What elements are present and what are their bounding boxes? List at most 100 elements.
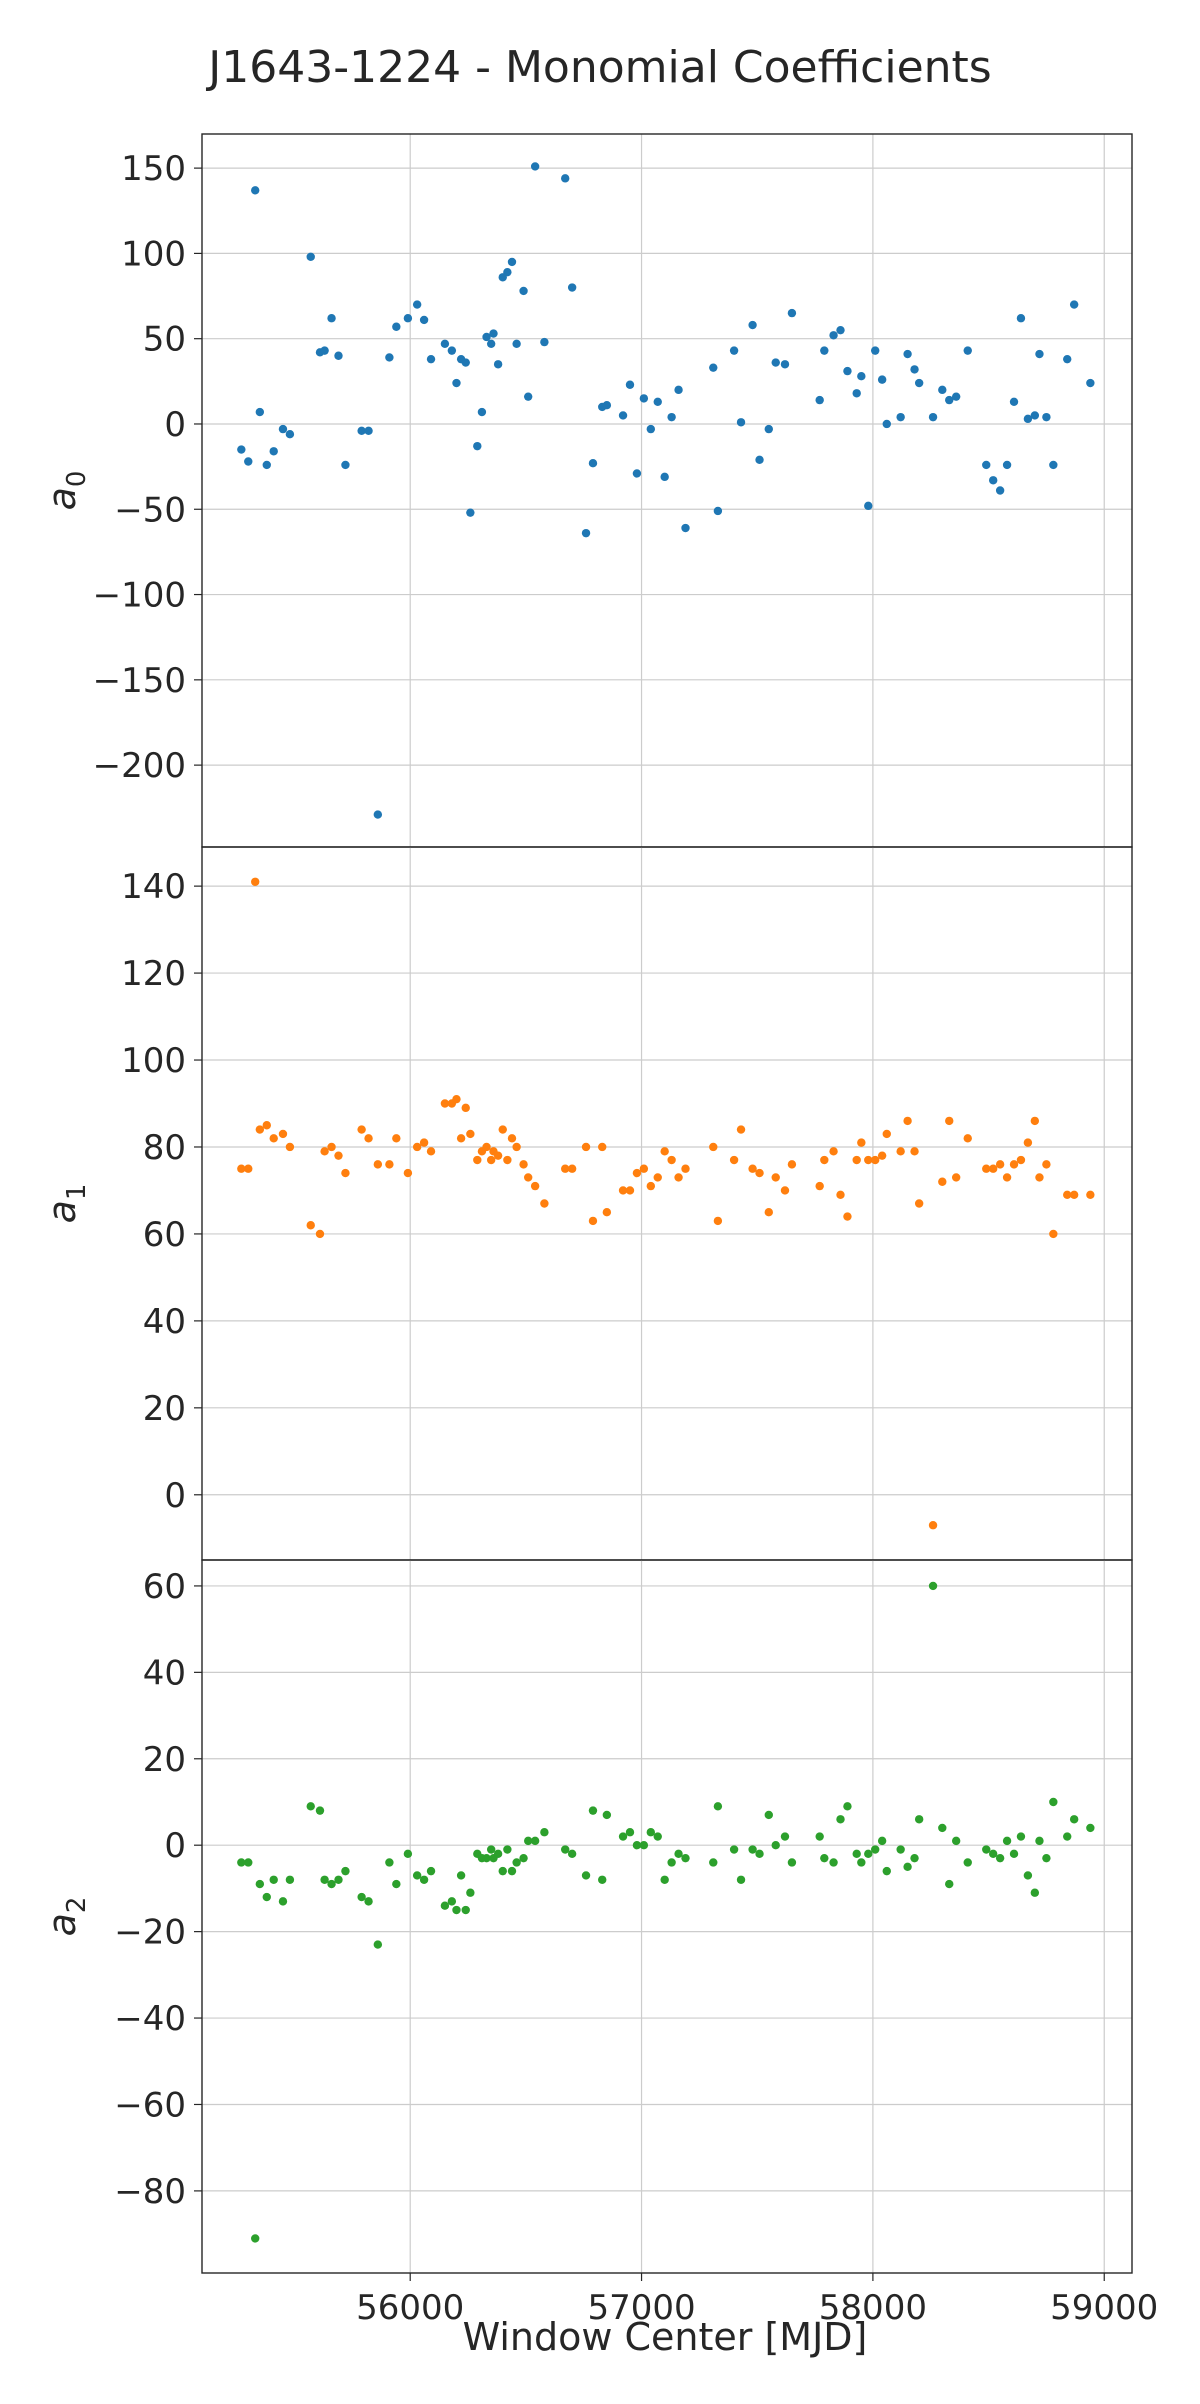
data-point [1016, 1155, 1026, 1165]
data-point [507, 1866, 517, 1876]
data-point [373, 810, 383, 819]
data-point [519, 1160, 528, 1169]
y-tick-label: 120 [121, 954, 186, 994]
data-point [1069, 1190, 1079, 1200]
data-point [843, 366, 852, 376]
data-point [877, 1151, 887, 1160]
data-point [461, 358, 470, 367]
data-point [729, 1845, 739, 1854]
data-point [602, 401, 612, 410]
data-point [561, 1845, 570, 1854]
data-point [306, 1221, 315, 1230]
data-point [871, 346, 880, 355]
data-point [771, 1841, 780, 1850]
data-point [882, 419, 891, 429]
data-point [255, 1879, 265, 1889]
data-point [588, 1806, 598, 1815]
data-point [748, 1164, 757, 1173]
data-point [447, 346, 457, 355]
data-point [452, 378, 461, 388]
data-point [871, 1845, 880, 1854]
data-point [852, 1849, 861, 1859]
data-point [771, 1173, 780, 1182]
data-point [489, 329, 498, 338]
y-tick-label: 40 [143, 1653, 186, 1693]
y-tick-label: −200 [93, 746, 186, 786]
data-point [674, 1849, 683, 1859]
data-point [667, 412, 676, 422]
y-tick-label: −20 [114, 1913, 186, 1953]
data-point [820, 1155, 829, 1165]
data-point [486, 339, 496, 349]
data-point [364, 426, 373, 435]
data-point [482, 1853, 491, 1863]
data-point [440, 1901, 450, 1910]
data-point [255, 1125, 265, 1134]
data-point [452, 1905, 461, 1915]
data-point [660, 1875, 669, 1884]
data-point [632, 1168, 642, 1178]
data-point [625, 380, 635, 389]
data-point [523, 1173, 533, 1182]
data-point [852, 389, 861, 398]
data-point [507, 1134, 517, 1143]
data-point [736, 1125, 746, 1134]
data-point [982, 460, 991, 470]
data-point [829, 1858, 838, 1867]
data-point [482, 1142, 491, 1152]
data-point [903, 1862, 912, 1872]
data-point [278, 424, 288, 434]
data-point [815, 1832, 824, 1841]
data-point [1035, 349, 1044, 359]
y-tick-label: −100 [93, 576, 186, 616]
data-point [618, 1832, 628, 1841]
y-tick-label: 50 [143, 320, 186, 360]
data-point [639, 394, 649, 403]
data-point [306, 1802, 315, 1811]
y-axis-label: a0 [40, 471, 92, 511]
data-point [269, 1134, 278, 1143]
data-point [1049, 1797, 1058, 1807]
data-point [639, 1841, 649, 1850]
data-point [440, 339, 450, 349]
data-point [461, 1905, 470, 1915]
data-point [320, 1147, 329, 1156]
data-point [748, 320, 757, 330]
y-tick-label: 20 [143, 1740, 186, 1780]
data-point [945, 1879, 954, 1889]
data-point [561, 174, 570, 183]
data-point [988, 476, 998, 485]
chart-title: J1643-1224 - Monomial Coefficients [205, 42, 991, 93]
data-point [1086, 1190, 1095, 1200]
data-point [787, 1160, 797, 1169]
data-point [864, 1849, 873, 1859]
data-point [910, 1147, 919, 1156]
data-point [334, 1151, 343, 1160]
data-point [1086, 1823, 1095, 1833]
data-point [588, 459, 598, 468]
data-point [419, 1138, 429, 1147]
data-point [1030, 1116, 1040, 1126]
data-point [456, 1871, 466, 1880]
data-point [561, 1164, 570, 1173]
data-point [877, 1836, 887, 1846]
data-point [882, 1129, 891, 1139]
y-tick-label: 40 [143, 1302, 186, 1342]
data-point [896, 1845, 905, 1854]
y-axis-label-subscript: 0 [62, 471, 92, 488]
data-point [315, 1229, 325, 1239]
data-point [1049, 460, 1058, 470]
data-point [1009, 397, 1019, 407]
data-point [836, 1190, 845, 1200]
data-point [653, 1173, 662, 1182]
data-point [729, 346, 739, 355]
data-point [653, 1832, 662, 1841]
data-point [1030, 411, 1040, 420]
data-point [1035, 1836, 1044, 1846]
data-point [285, 430, 295, 439]
data-point [357, 1892, 366, 1902]
data-point [320, 346, 329, 355]
data-point [392, 1879, 401, 1889]
panel-1: 140 120 100 80 60 40 20 0 a1 [40, 846, 1133, 1561]
data-point [466, 508, 475, 517]
